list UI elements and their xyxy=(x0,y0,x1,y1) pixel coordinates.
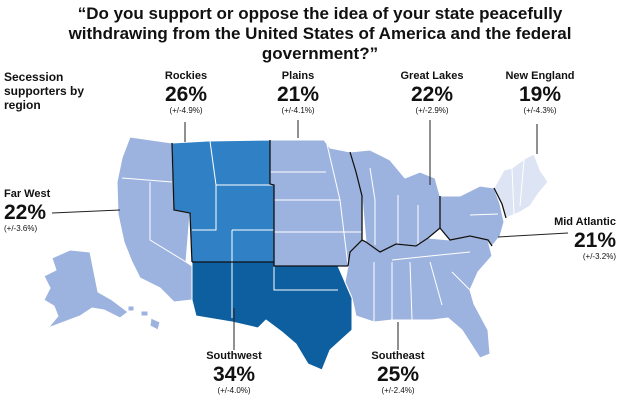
region-margin-of-error: (+/-4.3%) xyxy=(523,106,557,115)
map-state-hawaii-3 xyxy=(149,317,161,331)
region-label-plains: Plains 21% (+/-4.1%) xyxy=(258,70,338,116)
region-margin-of-error: (+/-2.4%) xyxy=(381,386,415,395)
region-label-far-west: Far West 22% (+/-3.6%) xyxy=(4,188,74,234)
map-region-southeast xyxy=(344,235,493,359)
region-name: Rockies xyxy=(164,70,208,82)
region-margin-of-error: (+/-3.6%) xyxy=(4,224,38,233)
region-label-mid-atlantic: Mid Atlantic 21% (+/-3.2%) xyxy=(530,216,616,262)
region-percent: 21% xyxy=(573,229,616,252)
map-state-hawaii-2 xyxy=(140,310,149,317)
region-percent: 34% xyxy=(212,363,256,386)
region-percent: 22% xyxy=(410,83,454,106)
region-label-southeast: Southeast 25% (+/-2.4%) xyxy=(358,350,438,396)
region-label-rockies: Rockies 26% (+/-4.9%) xyxy=(148,70,224,116)
region-name: Plains xyxy=(281,70,315,82)
region-label-southwest: Southwest 34% (+/-4.0%) xyxy=(194,350,274,396)
map-region-new-england xyxy=(493,153,549,219)
region-margin-of-error: (+/-3.2%) xyxy=(582,252,616,261)
map-state-hawaii-1 xyxy=(127,305,135,312)
region-label-new-england: New England 19% (+/-4.3%) xyxy=(500,70,580,116)
survey-question-title: “Do you support or oppose the idea of yo… xyxy=(68,4,572,63)
leader-lines xyxy=(51,120,569,350)
region-name: Southeast xyxy=(371,350,425,362)
region-percent: 26% xyxy=(164,83,208,106)
region-borders xyxy=(171,140,507,267)
legend-title: Secession supporters by region xyxy=(4,70,85,112)
region-name: New England xyxy=(505,70,575,82)
region-name: Mid Atlantic xyxy=(554,216,616,228)
region-margin-of-error: (+/-2.9%) xyxy=(415,106,449,115)
map-region-great-lakes xyxy=(349,149,441,253)
region-margin-of-error: (+/-4.9%) xyxy=(169,106,203,115)
region-name: Great Lakes xyxy=(400,70,464,82)
region-percent: 19% xyxy=(518,83,562,106)
region-percent: 25% xyxy=(376,363,420,386)
region-percent: 21% xyxy=(276,83,320,106)
region-margin-of-error: (+/-4.0%) xyxy=(217,386,251,395)
region-percent: 22% xyxy=(4,201,47,224)
state-borders xyxy=(121,139,525,322)
region-label-great-lakes: Great Lakes 22% (+/-2.9%) xyxy=(390,70,474,116)
region-name: Southwest xyxy=(206,350,262,362)
region-name: Far West xyxy=(4,188,51,200)
region-margin-of-error: (+/-4.1%) xyxy=(281,106,315,115)
map-state-alaska xyxy=(43,249,129,329)
map-region-plains xyxy=(269,139,363,267)
